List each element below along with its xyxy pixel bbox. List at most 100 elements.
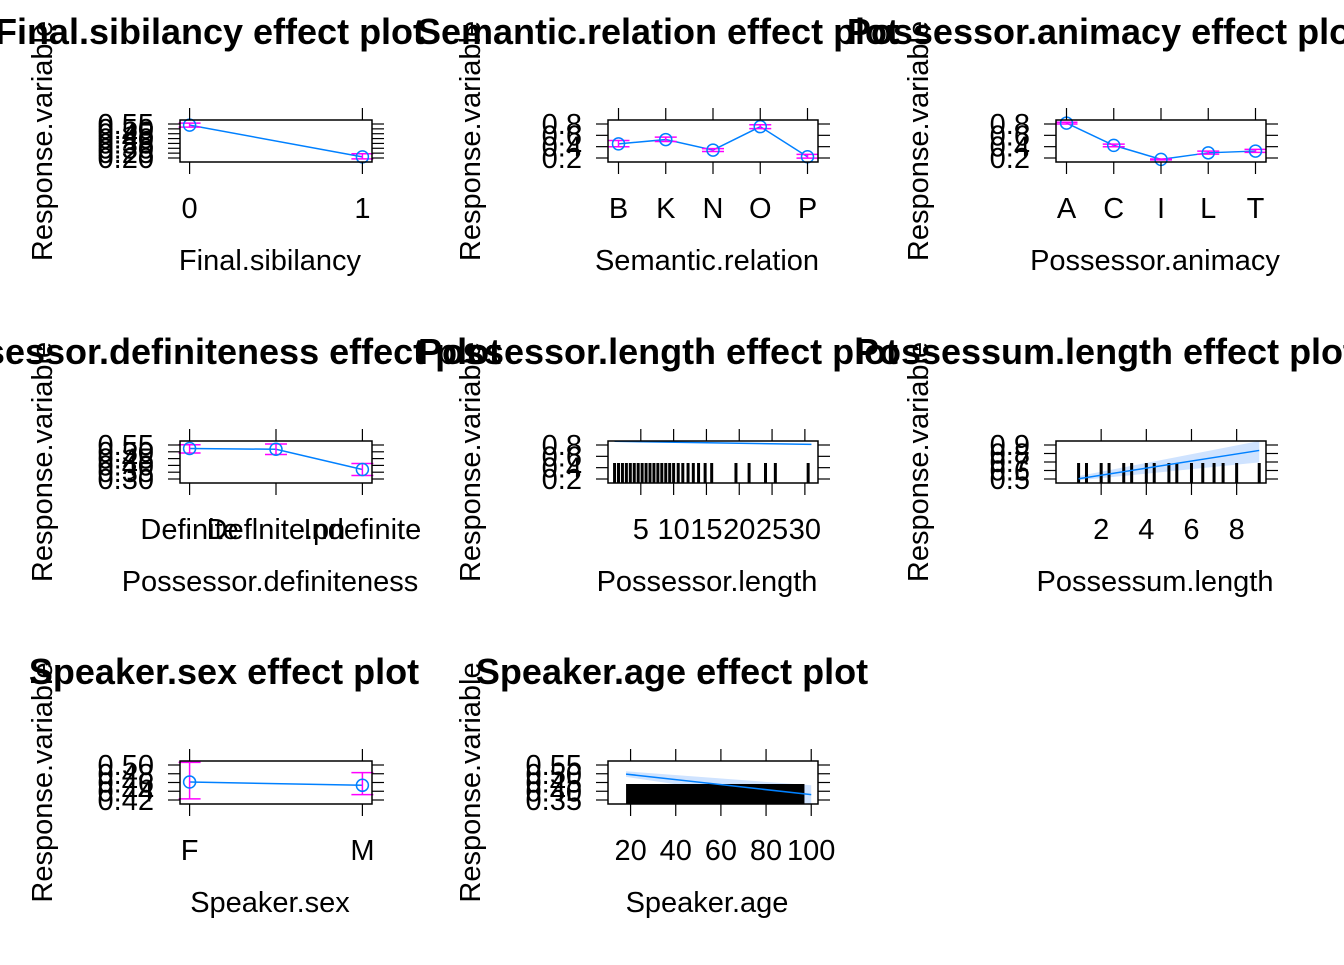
- x-tick-label: 40: [660, 835, 692, 867]
- chart-title: Possessor.definiteness effect plot: [0, 331, 501, 372]
- data-point: [1248, 144, 1263, 158]
- x-tick-label: P: [798, 193, 817, 225]
- x-axis-label: Semantic.relation: [595, 245, 819, 277]
- y-axis-label: Response.variable: [27, 662, 59, 902]
- panel-8: Speaker.age effect plotResponse.variable…: [455, 651, 868, 919]
- y-tick-label: 0.55: [526, 750, 582, 782]
- effect-line: [189, 124, 363, 158]
- panel-6: Possessum.length effect plotResponse.var…: [855, 331, 1344, 598]
- x-axis-label: Possessor.animacy: [1030, 245, 1280, 277]
- data-point: [1107, 138, 1121, 153]
- x-tick-label: L: [1200, 193, 1216, 225]
- y-tick-label: 0.8: [990, 109, 1030, 141]
- y-tick-label: 0.8: [542, 109, 582, 141]
- y-tick-label: 0.8: [990, 439, 1030, 471]
- y-tick-label: 0.45: [98, 444, 154, 476]
- data-point: [269, 442, 283, 456]
- y-tick-label: 0.2: [542, 143, 582, 175]
- rug-block: [626, 784, 805, 804]
- y-axis-label: Response.variable: [455, 662, 487, 902]
- x-tick-label: 15: [690, 514, 722, 546]
- y-tick-label: 0.42: [98, 785, 154, 817]
- y-tick-label: 0.4: [542, 132, 582, 164]
- y-tick-label: 0.48: [98, 759, 154, 791]
- y-tick-label: 0.4: [990, 132, 1030, 164]
- y-tick-label: 0.6: [542, 441, 582, 473]
- x-tick-label: B: [609, 193, 628, 225]
- x-tick-label: 0: [182, 193, 198, 225]
- plot-frame: [607, 440, 819, 484]
- panel-3: Possessor.animacy effect plotResponse.va…: [847, 11, 1344, 277]
- y-tick-label: 0.35: [98, 457, 154, 489]
- y-tick-label: 0.4: [542, 453, 582, 485]
- x-tick-label: T: [1247, 193, 1265, 225]
- x-tick-label: 25: [756, 514, 788, 546]
- data-point: [182, 441, 197, 456]
- y-tick-label: 0.45: [98, 119, 154, 151]
- x-tick-label: 1: [354, 193, 370, 225]
- x-axis-label: Speaker.sex: [190, 887, 350, 919]
- x-tick-label: Indefinite: [304, 514, 422, 546]
- x-tick-label: 5: [633, 514, 649, 546]
- x-tick-label: 100: [787, 835, 835, 867]
- y-tick-label: 0.40: [98, 450, 154, 482]
- panel-4: Possessor.definiteness effect plotRespon…: [0, 331, 501, 598]
- panel-5: Possessor.length effect plotResponse.var…: [418, 331, 898, 598]
- x-tick-label: M: [350, 835, 374, 867]
- x-tick-label: Definite: [140, 514, 238, 546]
- y-axis-label: Response.variable: [455, 342, 487, 582]
- effect-line: [614, 440, 812, 446]
- y-axis-label: Response.variable: [903, 342, 935, 582]
- chart-title: Speaker.sex effect plot: [29, 651, 419, 692]
- chart-title: Possessor.length effect plot: [418, 331, 898, 372]
- y-tick-label: 0.35: [98, 128, 154, 160]
- x-tick-label: 10: [657, 514, 689, 546]
- y-tick-label: 0.30: [98, 464, 154, 496]
- y-tick-label: 0.50: [526, 759, 582, 791]
- x-tick-label: K: [656, 193, 676, 225]
- x-tick-label: 8: [1229, 514, 1245, 546]
- y-axis-label: Response.variable: [27, 21, 59, 261]
- y-tick-label: 0.20: [98, 143, 154, 175]
- panel-7: Speaker.sex effect plotResponse.variable…: [27, 651, 419, 919]
- y-tick-label: 0.55: [98, 430, 154, 462]
- y-tick-label: 0.44: [98, 776, 154, 808]
- y-tick-label: 0.50: [98, 114, 154, 146]
- y-tick-label: 0.40: [526, 776, 582, 808]
- chart-title: Semantic.relation effect plot: [417, 11, 899, 52]
- y-tick-label: 0.2: [542, 464, 582, 496]
- y-tick-label: 0.50: [98, 437, 154, 469]
- x-tick-label: 20: [723, 514, 755, 546]
- x-tick-label: A: [1057, 193, 1077, 225]
- chart-title: Speaker.age effect plot: [476, 651, 868, 692]
- effect-line: [625, 773, 812, 796]
- panel-2: Semantic.relation effect plotResponse.va…: [417, 11, 899, 277]
- x-tick-label: 2: [1093, 514, 1109, 546]
- y-tick-label: 0.6: [990, 456, 1030, 488]
- chart-title: Final.sibilancy effect plot: [0, 11, 425, 52]
- data-point: [706, 143, 720, 157]
- x-tick-label: C: [1103, 193, 1124, 225]
- y-tick-label: 0.8: [542, 430, 582, 462]
- chart-title: Possessum.length effect plot: [855, 331, 1344, 372]
- x-axis-label: Possessor.definiteness: [122, 566, 419, 598]
- y-tick-label: 0.35: [526, 785, 582, 817]
- y-tick-label: 0.9: [990, 430, 1030, 462]
- y-tick-label: 0.2: [990, 143, 1030, 175]
- y-tick-label: 0.5: [990, 464, 1030, 496]
- x-tick-label: 80: [750, 835, 782, 867]
- x-tick-label: 60: [705, 835, 737, 867]
- y-tick-label: 0.6: [990, 120, 1030, 152]
- x-axis-label: Speaker.age: [626, 887, 789, 919]
- x-tick-label: F: [181, 835, 199, 867]
- plot-frame: [1055, 119, 1267, 163]
- y-tick-label: 0.50: [98, 750, 154, 782]
- y-tick-label: 0.46: [98, 768, 154, 800]
- y-axis-label: Response.variable: [903, 21, 935, 261]
- data-point: [355, 462, 370, 477]
- data-point: [1201, 146, 1215, 160]
- chart-title: Possessor.animacy effect plot: [847, 11, 1344, 52]
- panel-1: Final.sibilancy effect plotResponse.vari…: [0, 11, 425, 277]
